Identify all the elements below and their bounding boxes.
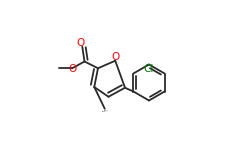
- Text: methyl: methyl: [102, 111, 107, 112]
- Text: O: O: [68, 64, 77, 74]
- Text: O: O: [112, 52, 120, 62]
- Text: methyl: methyl: [104, 110, 109, 111]
- Text: O: O: [76, 39, 85, 48]
- Text: Cl: Cl: [143, 64, 154, 74]
